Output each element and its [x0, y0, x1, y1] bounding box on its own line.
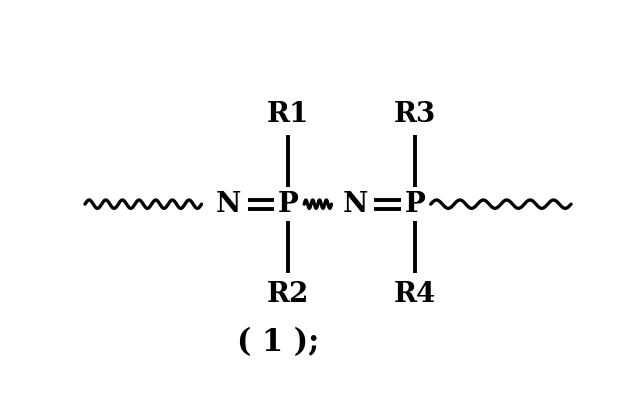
Text: P: P [404, 191, 425, 218]
Text: R3: R3 [394, 101, 436, 128]
Text: ( 1 );: ( 1 ); [237, 327, 319, 358]
Text: R2: R2 [267, 281, 310, 308]
Text: R1: R1 [267, 101, 310, 128]
Text: P: P [278, 191, 299, 218]
Text: R4: R4 [394, 281, 436, 308]
Text: N: N [216, 191, 241, 218]
Text: N: N [342, 191, 368, 218]
